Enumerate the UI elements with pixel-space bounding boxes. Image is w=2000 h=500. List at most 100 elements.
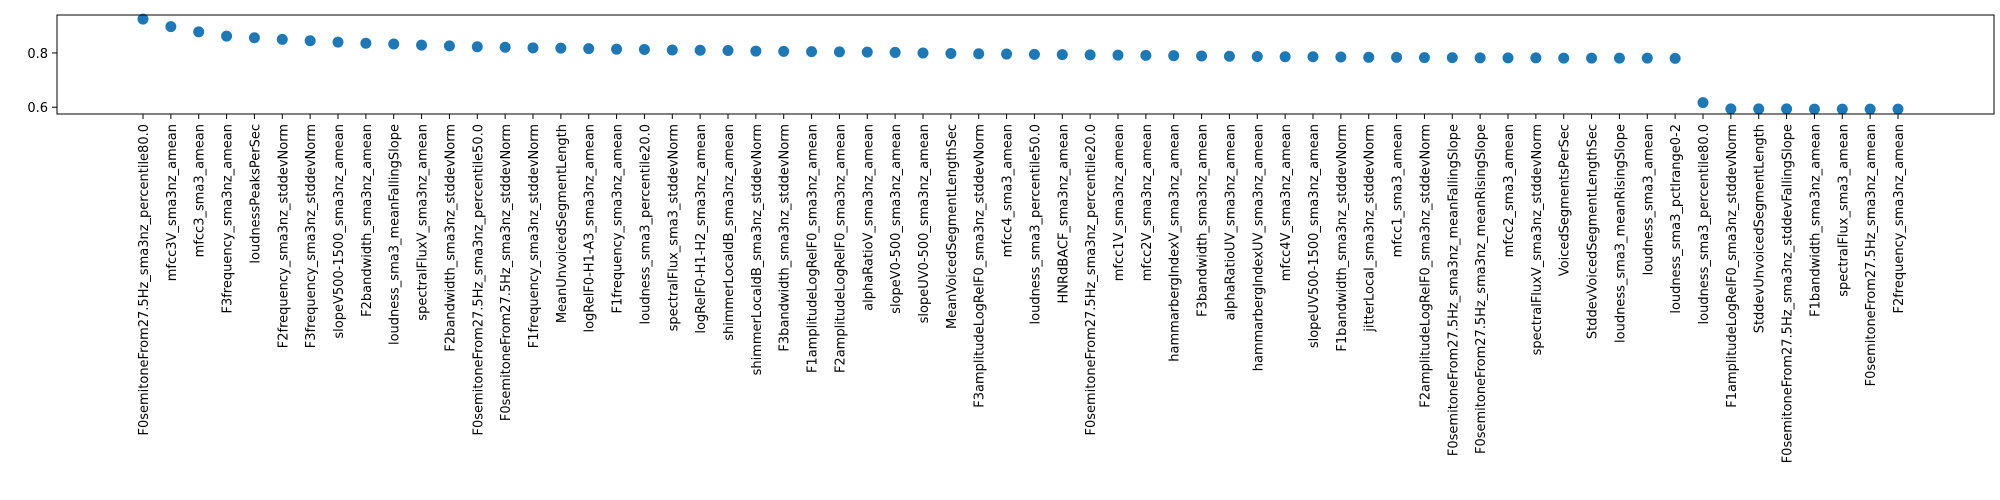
x-tick-label: F0semitoneFrom27.5Hz_sma3nz_stddevFallin… — [1781, 124, 1796, 463]
data-point — [1223, 50, 1235, 62]
data-point — [1279, 51, 1291, 63]
data-point — [1140, 49, 1152, 61]
data-point — [722, 45, 734, 57]
x-tick-label: spectralFlux_sma3_amean — [1836, 124, 1851, 297]
x-tick-label: F1bandwidth_sma3nz_amean — [1808, 124, 1823, 317]
data-point — [555, 42, 567, 54]
data-point — [861, 46, 873, 58]
data-point — [388, 38, 400, 50]
data-point — [1363, 51, 1375, 63]
data-point — [416, 39, 428, 51]
x-tick-label: loudness_sma3_pctlrange0-2 — [1669, 124, 1684, 314]
x-tick-label: jitterLocal_sma3nz_stddevNorm — [1363, 124, 1378, 333]
x-tick-label: mfcc3V_sma3nz_amean — [165, 124, 180, 281]
data-points — [137, 13, 1904, 115]
x-tick-label: mfcc2V_sma3nz_amean — [1140, 124, 1155, 281]
data-point — [1558, 52, 1570, 64]
x-tick-label: slopeUV0-500_sma3nz_amean — [917, 124, 932, 323]
data-point — [332, 36, 344, 48]
x-tick-label: F2amplitudeLogRelF0_sma3nz_amean — [833, 124, 848, 373]
x-tick-label: logRelF0-H1-A3_sma3nz_amean — [583, 124, 598, 333]
x-tick-label: StddevUnvoicedSegmentLength — [1753, 124, 1768, 333]
x-tick-label: MeanUnvoicedSegmentLength — [555, 124, 570, 323]
x-tick-label: slopeUV500-1500_sma3nz_amean — [1307, 124, 1322, 348]
x-tick-label: F1amplitudeLogRelF0_sma3nz_stddevNorm — [1725, 124, 1740, 408]
x-tick-label: F1frequency_sma3nz_amean — [611, 124, 626, 314]
data-point — [806, 46, 818, 58]
x-tick-label: F2bandwidth_sma3nz_stddevNorm — [443, 124, 458, 352]
data-point — [1335, 51, 1347, 63]
data-point — [1725, 103, 1737, 115]
x-tick-label: HNRdBACF_sma3nz_amean — [1056, 124, 1071, 304]
data-point — [499, 41, 511, 53]
data-point — [973, 48, 985, 60]
x-tick-label: F0semitoneFrom27.5Hz_sma3nz_amean — [1864, 124, 1879, 386]
data-point — [1892, 103, 1904, 115]
data-point — [750, 45, 762, 57]
data-point — [1056, 49, 1068, 61]
x-tick-label: spectralFluxV_sma3nz_amean — [416, 124, 431, 321]
x-tick-label: F3bandwidth_sma3nz_stddevNorm — [778, 124, 793, 352]
data-point — [917, 47, 929, 59]
data-point — [945, 48, 957, 60]
x-tick-label: hammarbergIndexUV_sma3nz_amean — [1251, 124, 1266, 371]
data-point — [1530, 52, 1542, 64]
x-tick-label: loudness_sma3_meanRisingSlope — [1613, 124, 1628, 343]
data-point — [1864, 103, 1876, 115]
data-point — [611, 43, 623, 55]
x-tick-label: slopeV0-500_sma3nz_amean — [889, 124, 904, 314]
x-tick-label: shimmerLocaldB_sma3nz_stddevNorm — [750, 124, 765, 375]
data-point — [1697, 97, 1709, 109]
x-tick-label: loudness_sma3_percentile50.0 — [1028, 124, 1043, 324]
x-tick-label: spectralFlux_sma3_stddevNorm — [666, 124, 681, 331]
data-point — [1781, 103, 1793, 115]
x-tick-label: alphaRatioUV_sma3nz_amean — [1223, 124, 1238, 320]
data-point — [221, 30, 233, 42]
x-tick-label: mfcc2_sma3_amean — [1502, 124, 1517, 257]
x-axis-ticks: F0semitoneFrom27.5Hz_sma3nz_percentile80… — [137, 114, 1907, 463]
x-tick-label: mfcc1V_sma3nz_amean — [1112, 124, 1127, 281]
data-point — [1084, 49, 1096, 61]
x-tick-label: alphaRatioV_sma3nz_amean — [861, 124, 876, 311]
x-tick-label: mfcc3_sma3_amean — [193, 124, 208, 257]
x-tick-label: F2amplitudeLogRelF0_sma3nz_stddevNorm — [1418, 124, 1433, 408]
x-tick-label: F1frequency_sma3nz_stddevNorm — [527, 124, 542, 348]
data-point — [1112, 49, 1124, 61]
x-tick-label: F1bandwidth_sma3nz_stddevNorm — [1335, 124, 1350, 352]
x-tick-label: hammarbergIndexV_sma3nz_amean — [1168, 124, 1183, 362]
x-tick-label: MeanVoicedSegmentLengthSec — [945, 124, 960, 329]
data-point — [304, 35, 316, 47]
data-point — [527, 42, 539, 54]
data-point — [248, 32, 260, 44]
data-point — [889, 46, 901, 58]
y-axis-ticks: 0.6 0.8 — [27, 47, 57, 116]
data-point — [1474, 52, 1486, 64]
data-point — [1669, 52, 1681, 64]
x-tick-label: loudness_sma3_meanFallingSlope — [388, 124, 403, 345]
x-tick-label: spectralFluxV_sma3nz_stddevNorm — [1530, 124, 1545, 355]
data-point — [638, 43, 650, 55]
x-tick-label: logRelF0-H1-H2_sma3nz_amean — [694, 124, 709, 334]
data-point — [137, 13, 149, 25]
data-point — [165, 21, 177, 33]
x-tick-label: F1amplitudeLogRelF0_sma3nz_amean — [806, 124, 821, 373]
x-tick-label: F2frequency_sma3nz_amean — [1892, 124, 1907, 314]
data-point — [666, 44, 678, 56]
data-point — [833, 46, 845, 58]
x-tick-label: shimmerLocaldB_sma3nz_amean — [722, 124, 737, 341]
data-point — [1251, 50, 1263, 62]
data-point — [1391, 51, 1403, 63]
data-point — [1586, 52, 1598, 64]
y-tick-label: 0.8 — [27, 47, 48, 62]
data-point — [1001, 48, 1013, 60]
x-tick-label: mfcc4V_sma3nz_amean — [1279, 124, 1294, 281]
x-tick-label: F3frequency_sma3nz_amean — [221, 124, 236, 314]
data-point — [193, 26, 205, 38]
x-tick-label: loudnessPeaksPerSec — [248, 124, 263, 264]
plot-frame — [56, 14, 1995, 115]
data-point — [1641, 52, 1653, 64]
x-tick-label: mfcc4_sma3_amean — [1001, 124, 1016, 257]
x-tick-label: StddevVoicedSegmentLengthSec — [1586, 124, 1601, 339]
x-tick-label: F0semitoneFrom27.5Hz_sma3nz_stddevNorm — [499, 124, 514, 421]
